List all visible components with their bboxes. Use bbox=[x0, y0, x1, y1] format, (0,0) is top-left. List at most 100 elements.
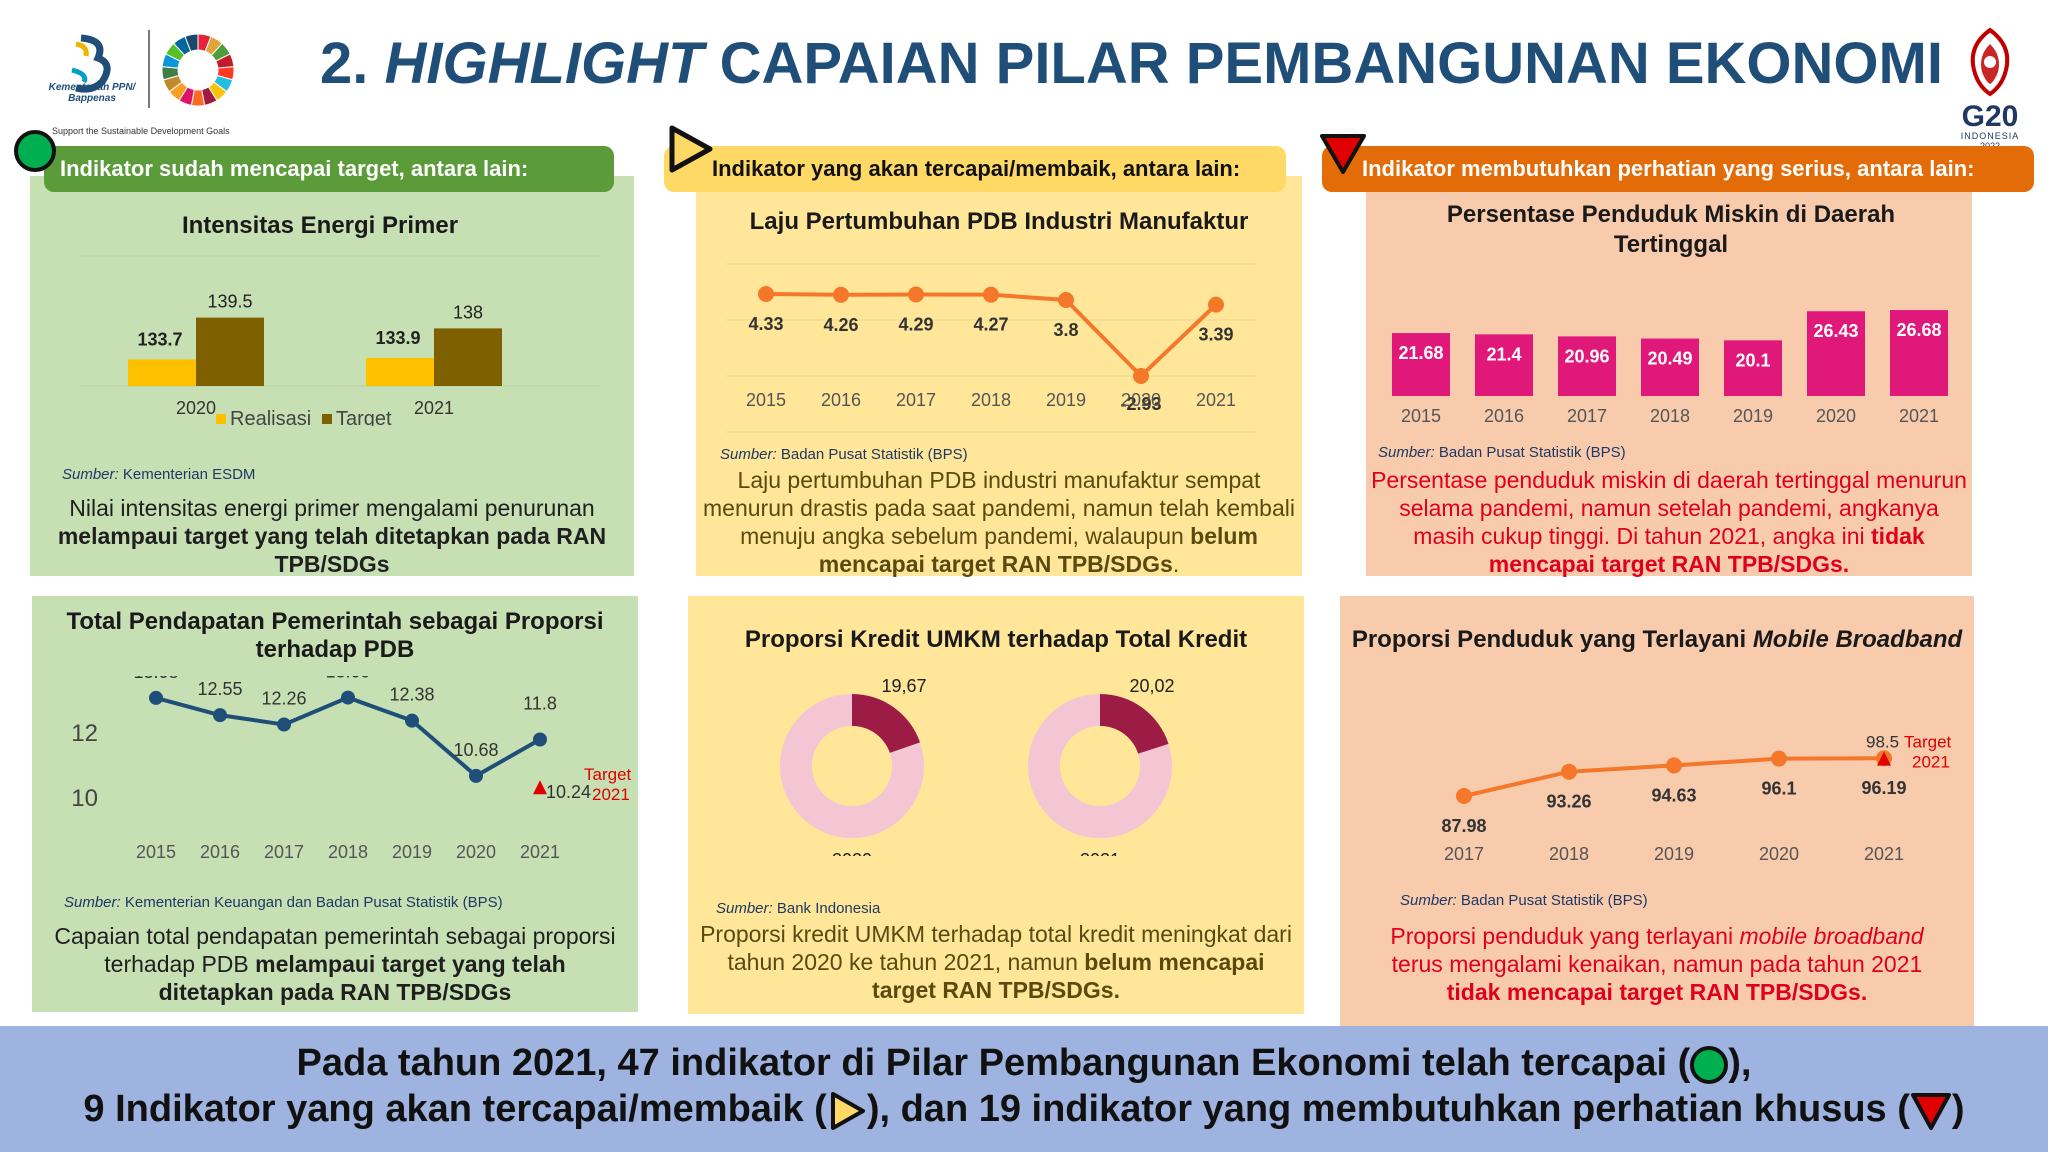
title-prefix: 2. bbox=[320, 31, 385, 96]
data-point bbox=[1133, 368, 1149, 384]
x-tick-label: 2021 bbox=[1899, 406, 1939, 426]
bar bbox=[1558, 336, 1616, 396]
green-circle-icon bbox=[14, 130, 56, 172]
target-marker bbox=[1877, 751, 1891, 766]
pdb-chart: 4.33 2015 4.26 2016 4.29 2017 4.27 2018 3.8 2019 -… bbox=[726, 263, 1256, 433]
pdb-source: Sumber: Badan Pusat Statistik (BPS) bbox=[720, 446, 968, 463]
x-tick-label: 2021 bbox=[1864, 844, 1904, 864]
series-line bbox=[765, 292, 1218, 379]
x-tick-label: 2016 bbox=[1484, 406, 1524, 426]
g20-country: INDONESIA bbox=[1960, 131, 2020, 141]
pendapatan-chart: 14 12 10 13.08 2015 12.55 2016 12.26 2017 13.09 20… bbox=[71, 676, 631, 862]
orange-header: Indikator membutuhkan perhatian yang ser… bbox=[1322, 146, 2034, 192]
legend-label: Target bbox=[336, 408, 392, 426]
data-label: 94.63 bbox=[1651, 785, 1696, 805]
y-tick-label: 12 bbox=[71, 720, 98, 747]
year-label: 2021 bbox=[1080, 850, 1120, 856]
miskin-source: Sumber: Badan Pusat Statistik (BPS) bbox=[1378, 444, 1626, 461]
data-label: 13.09 bbox=[325, 676, 370, 682]
bar bbox=[1890, 310, 1948, 396]
data-label: 13.08 bbox=[133, 676, 178, 682]
sdg-caption: Support the Sustainable Development Goal… bbox=[52, 126, 230, 136]
kredit-title: Proporsi Kredit UMKM terhadap Total Kred… bbox=[744, 626, 1248, 653]
miskin-panel: Persentase Penduduk Miskin di Daerah Ter… bbox=[1366, 176, 1972, 577]
pendapatan-desc: Capaian total pendapatan pemerintah seba… bbox=[54, 923, 616, 1005]
x-tick-label: 2017 bbox=[1567, 406, 1607, 426]
pendapatan-panel: Total Pendapatan Pemerintah sebagai Prop… bbox=[32, 596, 638, 1012]
data-label: 138 bbox=[453, 302, 483, 322]
x-tick-label: 2016 bbox=[821, 390, 861, 410]
bar bbox=[1724, 340, 1782, 396]
x-tick-label: 2018 bbox=[328, 842, 368, 862]
x-tick-label: 2015 bbox=[136, 842, 176, 862]
x-tick-label: 2018 bbox=[1549, 844, 1589, 864]
data-label: 12.38 bbox=[389, 685, 434, 705]
x-tick-label: 2019 bbox=[1733, 406, 1773, 426]
x-tick-label: 2017 bbox=[896, 390, 936, 410]
g20-logo: G20 INDONESIA 2022 bbox=[1950, 26, 2030, 151]
data-label: 139.5 bbox=[207, 292, 252, 312]
data-point bbox=[1456, 788, 1472, 804]
bar bbox=[1807, 311, 1865, 396]
y-tick-label: 14 bbox=[71, 676, 98, 682]
energy-chart: 133.7 139.5 2020 133.9 138 2021 Realisasi Targe… bbox=[80, 255, 600, 426]
energy-source: Sumber: Kementerian ESDM bbox=[62, 466, 256, 483]
pendapatan-title: Total Pendapatan Pemerintah sebagai Prop… bbox=[66, 608, 604, 663]
x-tick-label: 2017 bbox=[264, 842, 304, 862]
broadband-chart: 87.98 2017 93.26 2018 94.63 2019 96.1 2020 96.19… bbox=[1441, 733, 1951, 864]
y-tick-label: 10 bbox=[71, 785, 98, 812]
legend-swatch bbox=[216, 414, 226, 424]
green-header: Indikator sudah mencapai target, antara … bbox=[44, 146, 614, 192]
x-tick-label: 2021 bbox=[414, 398, 454, 418]
data-label: 96.19 bbox=[1861, 778, 1906, 798]
data-label: 133.9 bbox=[375, 328, 420, 348]
donut-slice bbox=[852, 694, 921, 753]
data-label: 4.29 bbox=[898, 314, 933, 334]
bar-target bbox=[434, 328, 502, 386]
bar-realisasi bbox=[366, 357, 434, 386]
sdg-wheel-segment bbox=[184, 33, 199, 52]
kredit-chart: 19,67 2020 20,02 2021 bbox=[780, 676, 1175, 856]
title-rest: CAPAIAN PILAR PEMBANGUNAN EKONOMI bbox=[703, 31, 1943, 96]
green-circle-icon bbox=[1690, 1045, 1729, 1084]
x-tick-label: 2020 bbox=[456, 842, 496, 862]
data-point bbox=[533, 732, 547, 747]
data-label: 10.68 bbox=[453, 740, 498, 760]
down-triangle-icon bbox=[1910, 1092, 1951, 1130]
target-year-label: 2021 bbox=[1912, 753, 1950, 772]
broadband-source: Sumber: Badan Pusat Statistik (BPS) bbox=[1400, 892, 1648, 909]
data-label: 26.68 bbox=[1896, 320, 1941, 340]
data-label: -2.93 bbox=[1120, 394, 1161, 414]
green-header-label: Indikator sudah mencapai target, antara … bbox=[60, 156, 529, 181]
bappenas-label: Kementerian PPN/ Bappenas bbox=[48, 82, 136, 104]
broadband-desc: Proporsi penduduk yang terlayani mobile … bbox=[1390, 923, 1924, 1005]
data-point bbox=[1666, 757, 1682, 774]
data-label: 11.8 bbox=[523, 694, 557, 714]
data-label: 20.1 bbox=[1735, 350, 1770, 370]
bar bbox=[1475, 334, 1533, 396]
yellow-header: Indikator yang akan tercapai/membaik, an… bbox=[664, 146, 1286, 192]
data-label: 21.68 bbox=[1398, 343, 1443, 363]
target-year-label: 2021 bbox=[592, 785, 630, 804]
miskin-chart: 21.68 2015 21.4 2016 20.96 2017 20.49 2018 20.1 2… bbox=[1392, 310, 1948, 426]
x-tick-label: 2020 bbox=[1759, 844, 1799, 864]
data-label: 26.43 bbox=[1813, 321, 1858, 341]
energy-desc: Nilai intensitas energi primer mengalami… bbox=[57, 495, 607, 577]
data-point bbox=[983, 286, 999, 303]
energy-panel: Intensitas Energi Primer 133.7 139.5 2020 1… bbox=[30, 176, 634, 577]
data-point bbox=[469, 768, 483, 783]
data-point bbox=[1058, 291, 1074, 308]
x-tick-label: 2018 bbox=[1650, 406, 1690, 426]
broadband-panel: Proporsi Penduduk yang Terlayani Mobile … bbox=[1340, 596, 1974, 1026]
data-label: 4.33 bbox=[748, 314, 783, 334]
data-point bbox=[405, 713, 419, 728]
g20-label: G20 bbox=[1961, 100, 2019, 133]
x-tick-label: 2021 bbox=[1196, 390, 1236, 410]
x-tick-label: 2017 bbox=[1444, 844, 1484, 864]
pdb-panel: Laju Pertumbuhan PDB Industri Manufaktur… bbox=[696, 176, 1302, 577]
target-value-label: 10.24 bbox=[546, 782, 591, 802]
down-triangle-icon bbox=[1320, 134, 1366, 174]
broadband-title: Proporsi Penduduk yang Terlayani Mobile … bbox=[1351, 626, 1963, 653]
data-point bbox=[833, 286, 849, 303]
x-tick-label: 2019 bbox=[392, 842, 432, 862]
